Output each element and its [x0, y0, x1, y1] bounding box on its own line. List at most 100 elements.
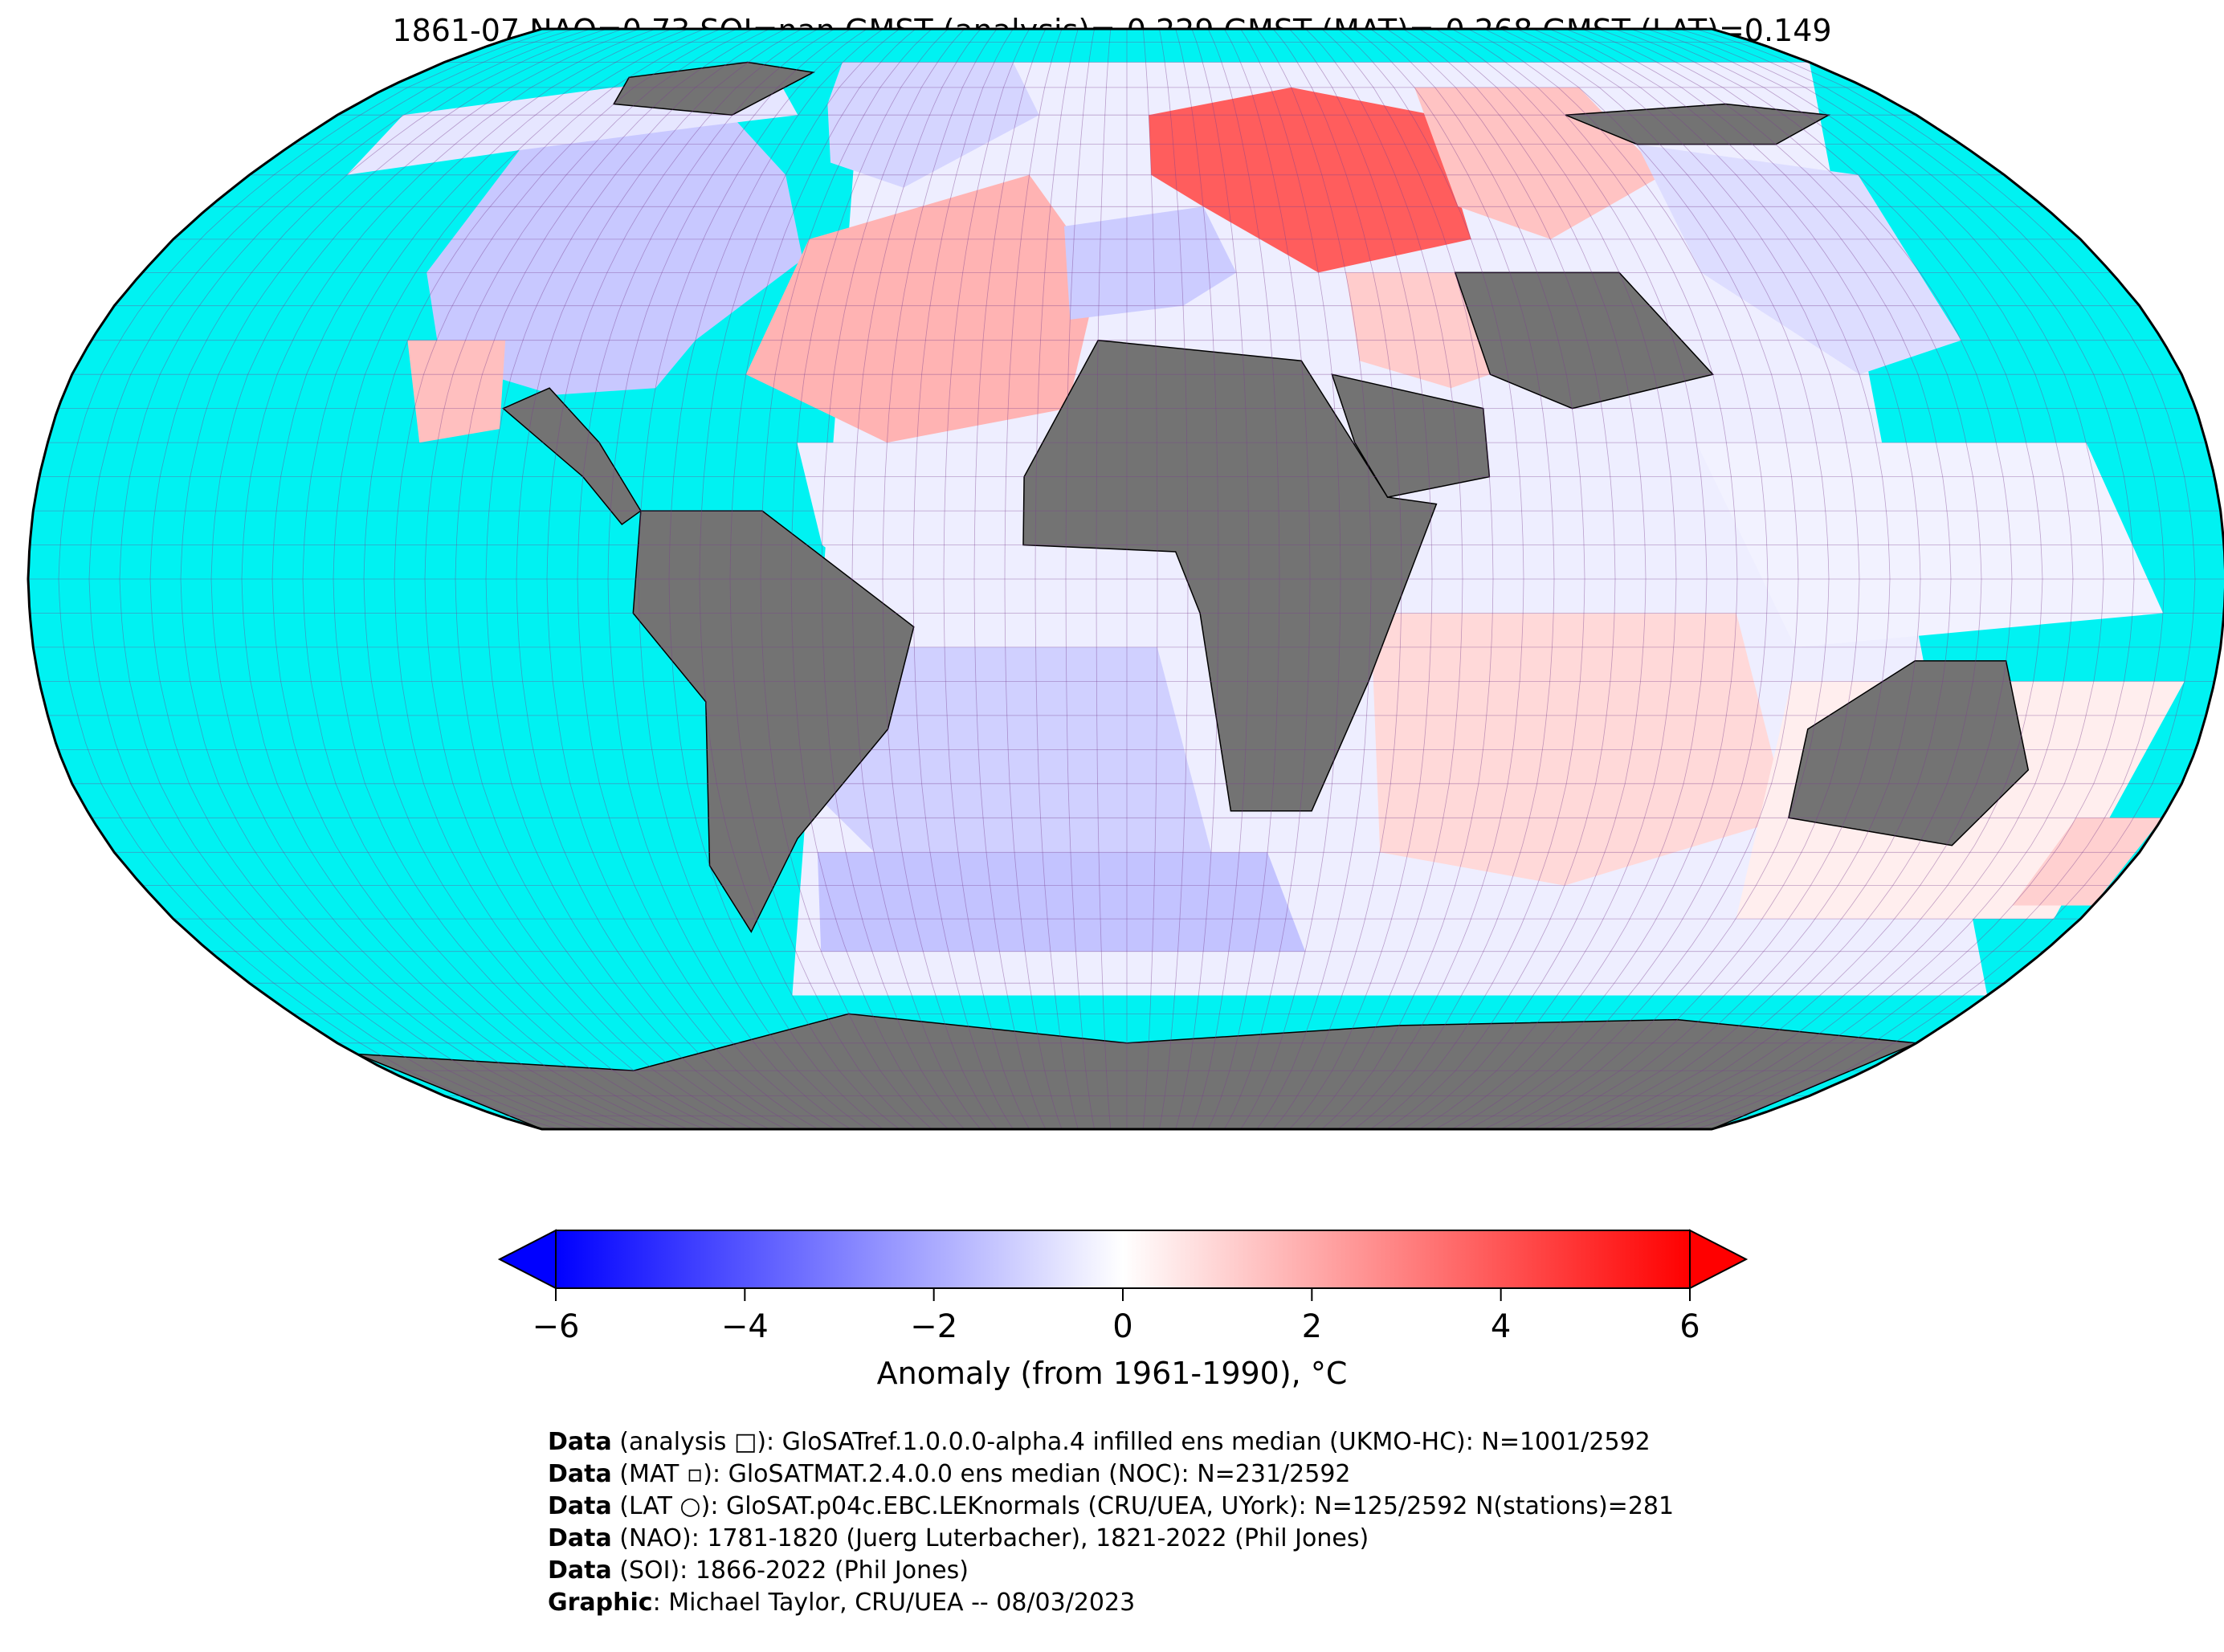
grid-meridian: [455, 29, 770, 1129]
colorbar-extend-min: [497, 1229, 557, 1290]
land-central-asia-land: [1454, 271, 1715, 410]
anomaly-region-new-zealand: [2012, 818, 2163, 906]
grid-meridian: [1305, 29, 1463, 1129]
colorbar-tick-label: 2: [1301, 1308, 1323, 1345]
land-south-america: [632, 510, 915, 933]
grid-meridian: [119, 29, 591, 1129]
grid-meridian: [485, 29, 786, 1129]
grid-meridian: [1370, 29, 1585, 1129]
anomaly-region-southern-ocean-atlantic: [817, 852, 1306, 952]
grid-meridian: [1418, 29, 1677, 1129]
credit-text: (NAO): 1781-1820 (Juerg Luterbacher), 18…: [611, 1524, 1369, 1552]
grid-meridian: [821, 29, 965, 1129]
grid-meridian: [149, 29, 607, 1129]
grid-meridian: [1467, 29, 1769, 1129]
grid-meridian: [943, 29, 1030, 1129]
grid-meridian: [1337, 29, 1524, 1129]
grid-meridian: [1598, 29, 2013, 1129]
anomaly-region-south-atlantic: [804, 647, 1212, 886]
credit-label: Graphic: [548, 1589, 653, 1617]
land-australia: [1788, 660, 2030, 846]
credit-text: (SOI): 1866-2022 (Phil Jones): [611, 1556, 969, 1585]
map-grid: [28, 29, 2224, 1129]
grid-meridian: [1663, 29, 2135, 1129]
credit-text: (LAT ○): GloSAT.p04c.EBC.LEKnormals (CRU…: [611, 1492, 1675, 1520]
credits: Data (analysis □): GloSATref.1.0.0.0-alp…: [548, 1426, 1674, 1619]
grid-meridian: [790, 29, 949, 1129]
credit-line: Data (NAO): 1781-1820 (Juerg Luterbacher…: [548, 1523, 1674, 1555]
grid-meridian: [1142, 29, 1158, 1129]
anomaly-region-east-asia: [1637, 144, 1961, 375]
grid-meridian: [973, 29, 1047, 1129]
grid-meridian: [1516, 29, 1860, 1129]
grid-meridian: [1256, 29, 1372, 1129]
colorbar-tick-label: 4: [1490, 1308, 1512, 1345]
anomaly-region-western-europe: [1064, 206, 1237, 320]
anomaly-region-tropical-pacific-west: [1696, 443, 2164, 647]
grid-meridian: [729, 29, 916, 1129]
land-masses: [357, 61, 2030, 1129]
credit-text: : Michael Taylor, CRU/UEA -- 08/03/2023: [652, 1589, 1136, 1617]
anomaly-region-scandinavia-russia: [1149, 87, 1471, 273]
grid-meridian: [88, 29, 575, 1129]
grid-meridian: [851, 29, 981, 1129]
anomaly-region-tropical-atlantic: [797, 443, 1067, 614]
colorbar-gradient: [556, 1230, 1690, 1288]
grid-meridian: [1695, 29, 2196, 1129]
anomaly-region-indian-ocean: [1370, 613, 1789, 886]
colorbar-tick-label: 6: [1679, 1308, 1700, 1345]
credit-label: Data: [548, 1524, 612, 1552]
credit-label: Data: [548, 1556, 612, 1585]
grid-meridian: [1500, 29, 1830, 1129]
grid-meridian: [1223, 29, 1311, 1129]
anomaly-cells: [346, 62, 2185, 996]
grid-meridian: [1614, 29, 2043, 1129]
grid-meridian: [1532, 29, 1891, 1129]
grid-meridian: [1386, 29, 1616, 1129]
credit-line: Data (analysis □): GloSATref.1.0.0.0-alp…: [548, 1426, 1674, 1458]
grid-meridian: [1565, 29, 1952, 1129]
grid-meridian: [302, 29, 689, 1129]
grid-meridian: [1647, 29, 2104, 1129]
colorbar-tick-label: 0: [1112, 1308, 1133, 1345]
grid-meridian: [1207, 29, 1280, 1129]
grid-meridian: [271, 29, 672, 1129]
credit-text: (analysis □): GloSATref.1.0.0.0-alpha.4 …: [611, 1428, 1651, 1456]
grid-meridian: [241, 29, 656, 1129]
grid-meridian: [760, 29, 932, 1129]
colorbar-tick-label: −2: [910, 1308, 958, 1345]
grid-meridian: [1034, 29, 1079, 1129]
colorbar: [497, 1229, 1749, 1301]
grid-meridian: [1451, 29, 1738, 1129]
grid-meridian: [577, 29, 835, 1129]
grid-meridian: [1549, 29, 1921, 1129]
grid-meridian: [1175, 29, 1219, 1129]
grid-meridian: [210, 29, 640, 1129]
grid-meridian: [424, 29, 754, 1129]
grid-meridian: [180, 29, 624, 1129]
grid-meridian: [1483, 29, 1799, 1129]
globe-outline: [27, 27, 2224, 1131]
grid-meridian: [58, 29, 559, 1129]
credit-line: Data (LAT ○): GloSAT.p04c.EBC.LEKnormals…: [548, 1491, 1674, 1523]
grid-meridian: [1402, 29, 1647, 1129]
grid-meridian: [1240, 29, 1341, 1129]
grid-meridian: [1004, 29, 1063, 1129]
credit-label: Data: [548, 1428, 612, 1456]
land-central-america: [502, 387, 642, 526]
grid-meridian: [668, 29, 883, 1129]
grid-meridian: [1159, 29, 1189, 1129]
anomaly-region-baja-california: [407, 340, 506, 443]
grid-meridian: [363, 29, 721, 1129]
grid-meridian: [912, 29, 1014, 1129]
credit-text: (MAT ▫): GloSATMAT.2.4.0.0 ens median (N…: [611, 1460, 1351, 1488]
credit-label: Data: [548, 1492, 612, 1520]
colorbar-label: Anomaly (from 1961-1990), °C: [876, 1356, 1348, 1391]
grid-meridian: [1581, 29, 1982, 1129]
grid-meridian: [394, 29, 737, 1129]
grid-meridian: [607, 29, 851, 1129]
grid-meridian: [1096, 29, 1112, 1129]
land-arabia-india: [1331, 373, 1491, 498]
credit-line: Data (SOI): 1866-2022 (Phil Jones): [548, 1555, 1674, 1587]
